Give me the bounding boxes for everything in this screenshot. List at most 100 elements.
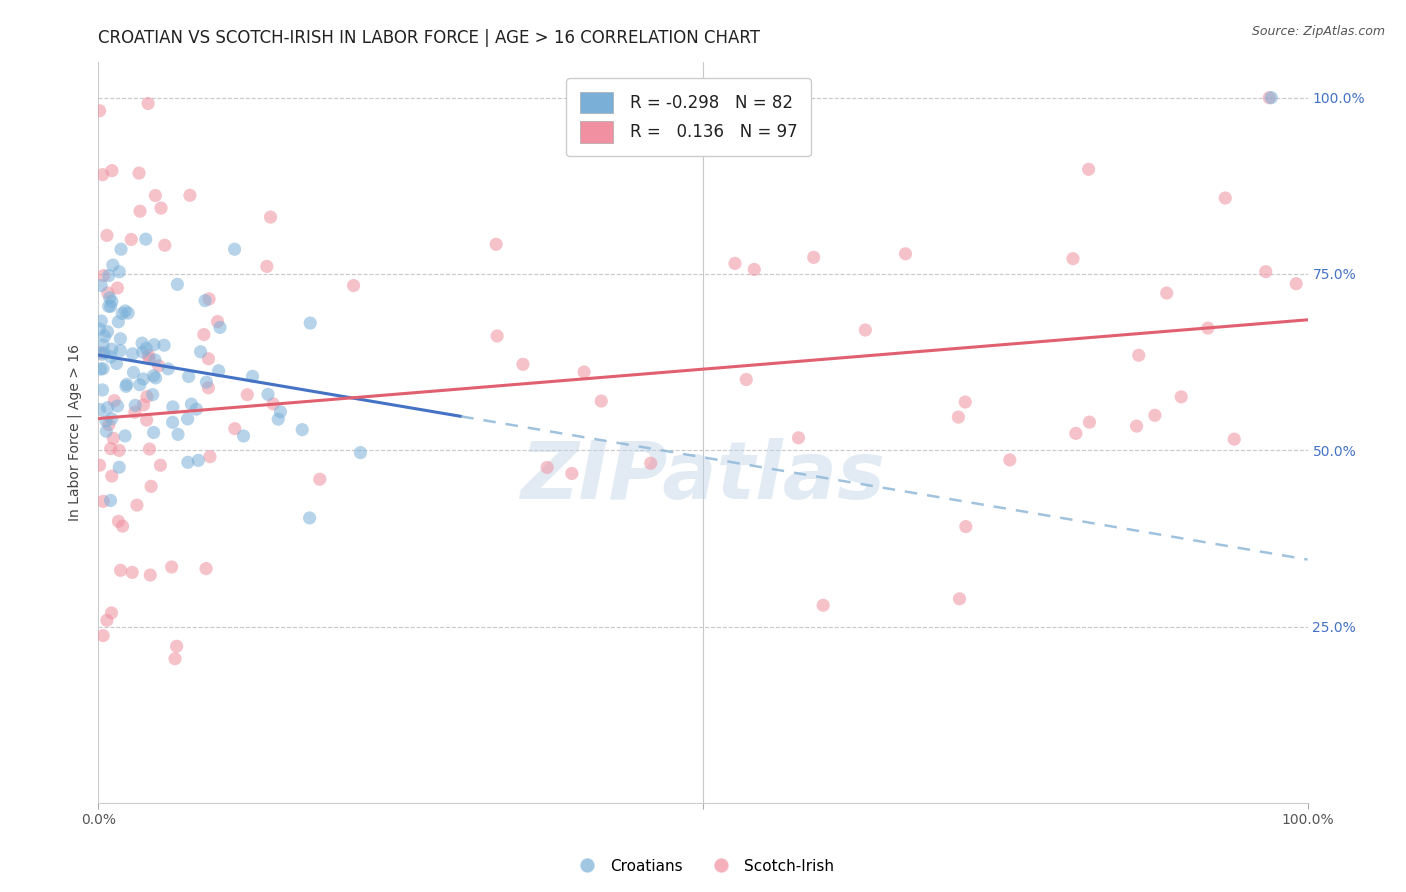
Point — [142, 387, 165, 401]
Point — [198, 292, 221, 306]
Point — [197, 381, 219, 395]
Point — [853, 323, 876, 337]
Point — [1260, 91, 1282, 105]
Point — [100, 606, 122, 620]
Point — [90, 362, 112, 376]
Point — [93, 345, 115, 359]
Point — [572, 365, 595, 379]
Point — [186, 402, 208, 417]
Point — [93, 329, 115, 343]
Point — [811, 599, 834, 613]
Point — [1078, 415, 1101, 429]
Point — [89, 402, 111, 417]
Point — [257, 387, 280, 401]
Point — [948, 591, 970, 606]
Point — [107, 315, 129, 329]
Point — [115, 379, 138, 393]
Point — [91, 494, 114, 508]
Point — [139, 568, 162, 582]
Point — [89, 458, 111, 473]
Point — [1223, 432, 1246, 446]
Point — [114, 304, 136, 318]
Point — [122, 366, 145, 380]
Point — [894, 247, 917, 261]
Point — [91, 383, 114, 397]
Point — [107, 281, 129, 295]
Point — [124, 405, 146, 419]
Point — [89, 103, 111, 118]
Point — [89, 345, 111, 359]
Point — [955, 395, 977, 409]
Point — [194, 293, 217, 308]
Point — [640, 456, 662, 470]
Point — [143, 352, 166, 367]
Point — [579, 138, 602, 153]
Point — [207, 315, 229, 329]
Point — [91, 338, 114, 352]
Point — [512, 357, 534, 371]
Point — [224, 422, 246, 436]
Point — [180, 397, 202, 411]
Point — [291, 423, 314, 437]
Point — [101, 469, 124, 483]
Point — [97, 417, 120, 432]
Point — [1156, 286, 1178, 301]
Y-axis label: In Labor Force | Age > 16: In Labor Force | Age > 16 — [67, 344, 83, 521]
Point — [96, 424, 118, 438]
Point — [803, 251, 825, 265]
Point — [101, 258, 124, 272]
Point — [143, 188, 166, 202]
Point — [166, 640, 188, 654]
Point — [98, 291, 121, 305]
Point — [787, 431, 810, 445]
Point — [163, 651, 186, 665]
Point — [224, 242, 246, 256]
Point — [96, 325, 118, 339]
Point — [121, 566, 143, 580]
Point — [103, 431, 125, 445]
Point — [142, 368, 165, 383]
Point — [948, 410, 970, 425]
Point — [1254, 265, 1277, 279]
Point — [998, 453, 1021, 467]
Point — [93, 268, 115, 283]
Point — [129, 204, 152, 219]
Point — [1077, 162, 1099, 177]
Point — [132, 398, 155, 412]
Point — [124, 398, 146, 412]
Point — [256, 260, 278, 274]
Point — [486, 329, 509, 343]
Point — [208, 320, 231, 334]
Point — [101, 294, 124, 309]
Point — [236, 388, 259, 402]
Point — [108, 460, 131, 475]
Point — [1258, 91, 1281, 105]
Point — [153, 338, 176, 352]
Point — [176, 412, 198, 426]
Point — [135, 413, 157, 427]
Point — [1125, 419, 1147, 434]
Point — [114, 429, 136, 443]
Point — [101, 342, 124, 356]
Point — [262, 397, 284, 411]
Point — [193, 327, 215, 342]
Point — [135, 232, 157, 246]
Point — [349, 445, 371, 459]
Point — [96, 228, 118, 243]
Point — [1213, 191, 1236, 205]
Point — [591, 394, 613, 409]
Point — [110, 242, 132, 256]
Text: CROATIAN VS SCOTCH-IRISH IN LABOR FORCE | AGE > 16 CORRELATION CHART: CROATIAN VS SCOTCH-IRISH IN LABOR FORCE … — [98, 29, 761, 47]
Point — [536, 460, 558, 475]
Point — [101, 163, 124, 178]
Point — [91, 361, 114, 376]
Point — [342, 278, 364, 293]
Point — [128, 377, 150, 392]
Point — [138, 348, 160, 362]
Point — [132, 345, 155, 359]
Point — [110, 563, 132, 577]
Point — [485, 237, 508, 252]
Point — [110, 343, 132, 358]
Legend: R = -0.298   N = 82, R =   0.136   N = 97: R = -0.298 N = 82, R = 0.136 N = 97 — [567, 78, 810, 156]
Point — [198, 450, 221, 464]
